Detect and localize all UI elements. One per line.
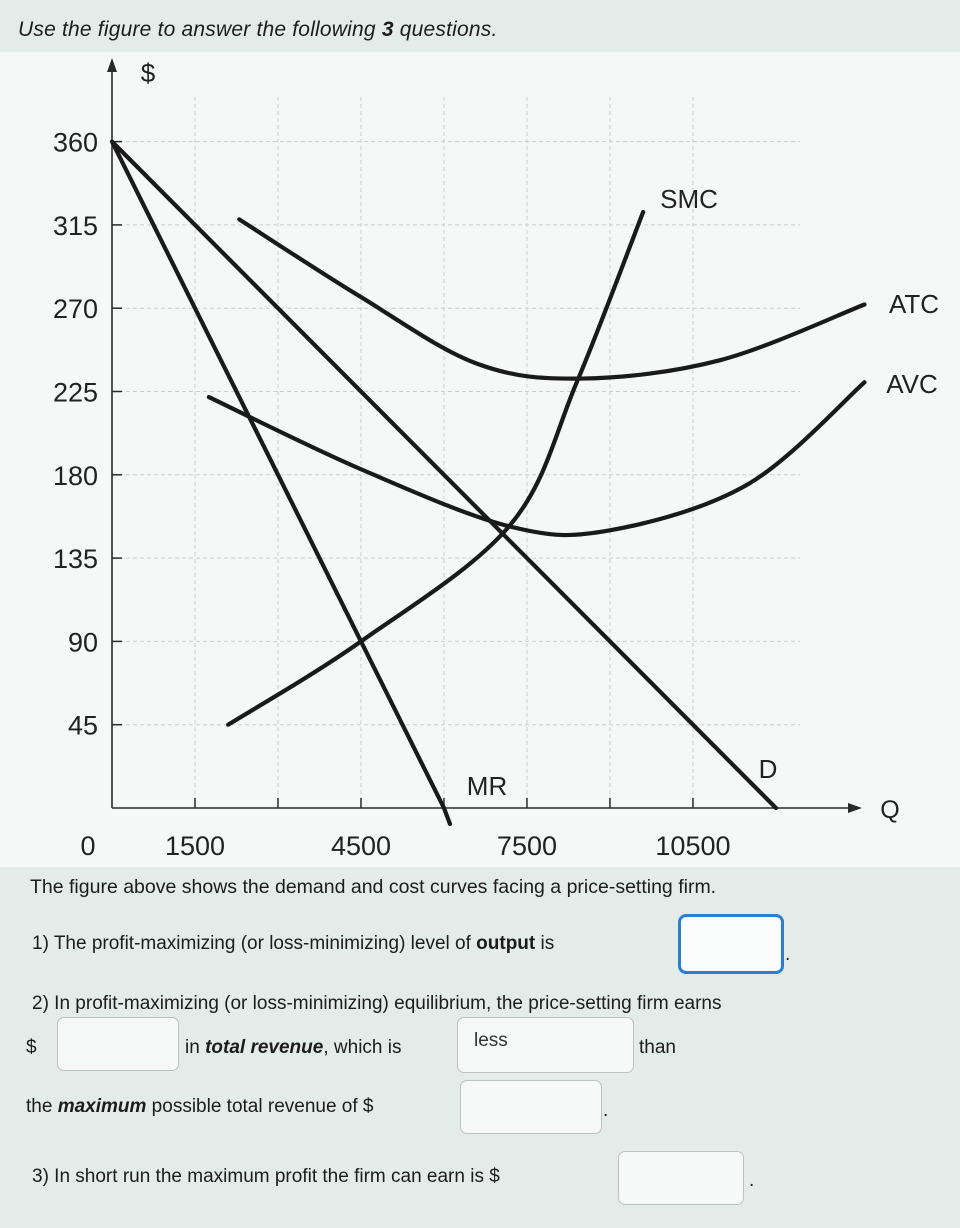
y-axis-label: $ (141, 58, 156, 88)
instructions: Use the figure to answer the following 3… (18, 18, 498, 41)
figure-caption: The figure above shows the demand and co… (30, 876, 717, 898)
question-2: 2) In profit-maximizing (or loss-minimiz… (32, 993, 722, 1014)
x-axis-label: Q (880, 796, 899, 824)
curve-avc (206, 380, 867, 538)
curve-atc (237, 217, 867, 381)
x-tick-label: 4500 (331, 831, 391, 861)
curve-mr (109, 139, 453, 827)
than-label: than (639, 1037, 676, 1058)
y-tick-label: 315 (53, 211, 98, 241)
x-tick-label: 10500 (655, 831, 730, 861)
x-tick-label: 7500 (497, 831, 557, 861)
curve-label-atc: ATC (889, 289, 939, 319)
curve-label-smc: SMC (660, 184, 718, 214)
y-tick-label: 90 (68, 627, 98, 657)
question-3: 3) In short run the maximum profit the f… (32, 1166, 500, 1187)
x-tick-label: 1500 (165, 831, 225, 861)
comparison-select-value: less (474, 1030, 508, 1051)
total-revenue-input[interactable] (57, 1017, 179, 1071)
y-tick-label: 135 (53, 544, 98, 574)
question-1: 1) The profit-maximizing (or loss-minimi… (32, 933, 555, 954)
x-axis-arrow (848, 803, 862, 813)
curve-d (109, 139, 779, 811)
y-tick-label: 270 (53, 294, 98, 324)
y-tick-label: 225 (53, 378, 98, 408)
comparison-select[interactable]: less (457, 1017, 634, 1073)
max-total-revenue-input[interactable] (460, 1080, 602, 1134)
dollar-sign: $ (26, 1037, 37, 1058)
y-tick-label: 180 (53, 461, 98, 491)
question-2-middle: in total revenue, which is (185, 1037, 402, 1058)
y-axis-arrow (107, 58, 117, 72)
cost-curves-chart: 45 90 135 180 225 270 315 360 0 1500 4500 7500 10500… (53, 58, 939, 861)
x-tick-label: 0 (80, 831, 95, 861)
output-answer-input[interactable] (678, 914, 784, 974)
question-count: 3 (381, 18, 394, 41)
question-2-line-3: the maximum possible total revenue of $ (26, 1096, 374, 1117)
y-tick-label: 360 (53, 128, 98, 158)
curve-label-avc: AVC (886, 369, 938, 399)
max-profit-input[interactable] (618, 1151, 744, 1205)
curve-label-mr: MR (467, 771, 507, 801)
y-tick-label: 45 (68, 711, 98, 741)
curve-label-d: D (759, 754, 778, 784)
